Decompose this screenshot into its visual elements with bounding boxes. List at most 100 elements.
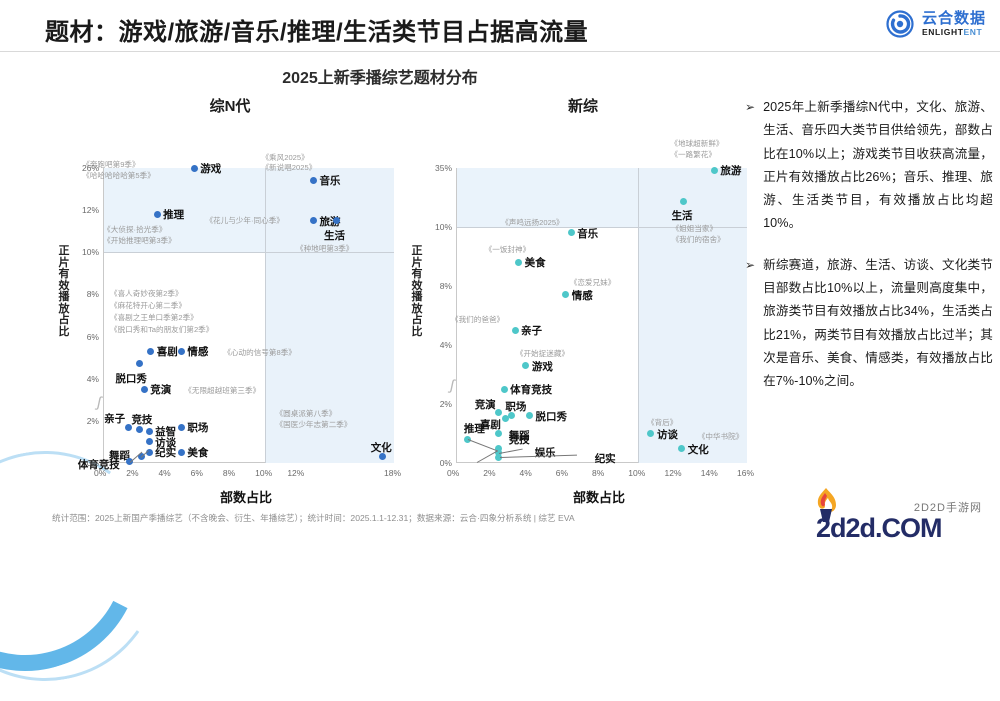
show-annotation: 《开始推理吧第3季》: [103, 236, 176, 246]
data-point: [145, 448, 153, 456]
x-axis-tick: 10%: [628, 468, 646, 478]
show-annotation: 《乘风2025》: [261, 153, 309, 163]
data-point: [332, 217, 340, 225]
show-annotation: 《麻花特开心第二季》: [110, 301, 186, 311]
show-annotation: 《大侦探·拾光季》: [103, 225, 167, 235]
data-point-label: 竞技: [508, 434, 530, 447]
data-point: [495, 444, 503, 452]
torch-icon: [812, 487, 840, 523]
data-point-label: 美食: [187, 447, 209, 460]
show-annotation: 《开始捉迷藏》: [515, 348, 570, 358]
quadrant-upper-left: [457, 168, 639, 227]
x-axis-tick: 18%: [384, 468, 402, 478]
data-point: [177, 347, 185, 355]
y-axis-tick: 26%: [81, 163, 99, 173]
x-axis-tick: 12%: [664, 468, 682, 478]
logo-text-cn: 云合数据: [921, 10, 986, 28]
show-annotation: 《喜人奇妙夜第2季》: [110, 289, 183, 299]
data-point: [309, 217, 317, 225]
y-axis-tick: 8%: [439, 281, 452, 291]
quadrant-divider-horizontal: [104, 252, 394, 254]
y-axis-title: 正片有效播放占比: [58, 245, 70, 338]
quadrant-right: [638, 168, 747, 463]
y-axis-tick: 4%: [86, 373, 99, 384]
logo-text-en: ENLIGHTENT: [921, 27, 983, 38]
y-axis-tick: 35%: [434, 163, 452, 173]
watermark-cn: 2D2D手游网: [913, 502, 982, 514]
plot-area: 旅游 《地球超新鲜》 《一路繁花》 生活 《姐姐当家》 《我们的宿舍》 音乐 《声鸣远扬202…: [408, 116, 758, 511]
show-annotation: 《姐姐当家》: [671, 224, 718, 234]
data-point-label: 体育竞技: [510, 384, 553, 397]
show-annotation: 《一路繁花》: [670, 150, 716, 160]
show-annotation: 《中华书院》: [697, 432, 744, 442]
commentary-text: 2025年上新季播综N代中，文化、旅游、生活、音乐四大类节目供给领先，部数占比在…: [763, 100, 993, 231]
data-point-label: 舞蹈: [109, 449, 131, 462]
show-annotation: 《地球超新鲜》: [670, 139, 724, 149]
watermark-url: 2d2d.COM: [816, 513, 943, 543]
plot-canvas: 旅游 《地球超新鲜》 《一路繁花》 生活 《姐姐当家》 《我们的宿舍》 音乐 《声鸣远扬202…: [451, 139, 747, 466]
data-point-label: 职场: [187, 422, 209, 435]
commentary-panel: ➢ 2025年上新季播综N代中，文化、旅游、生活、音乐四大类节目供给领先，部数占…: [745, 96, 993, 412]
data-point-label: 纪实: [155, 447, 177, 460]
show-annotation: 《新说唱2025》: [261, 163, 317, 173]
data-point-label: 竞演: [474, 398, 496, 411]
axis-break-marker: ∫: [95, 393, 103, 412]
leader-line: [467, 439, 498, 452]
data-point-label: 竞演: [150, 384, 172, 397]
data-point-label: 情感: [571, 289, 593, 302]
data-point: [135, 360, 143, 368]
quadrant-divider-horizontal: [457, 227, 747, 228]
data-point-label: 推理: [463, 423, 485, 436]
data-point-label: 喜剧: [479, 418, 501, 431]
data-point: [647, 430, 655, 437]
data-point-label: 音乐: [577, 227, 599, 240]
watermark: 2D2D手游网 2d2d.COM: [796, 485, 986, 547]
y-axis-tick: 10%: [81, 247, 99, 258]
source-footnote: 统计范围：2025上新国产季播综艺（不含晚会、衍生、年播综艺）；统计时间：202…: [52, 513, 575, 523]
y-axis-tick: 8%: [86, 289, 99, 300]
data-point: [562, 291, 570, 299]
y-axis-tick: 4%: [439, 340, 452, 350]
bullet-arrow-icon: ➢: [745, 100, 756, 114]
x-axis-tick: 8%: [592, 468, 605, 478]
data-point: [522, 362, 530, 370]
data-point: [379, 453, 387, 461]
data-point-label: 竞技: [131, 414, 153, 427]
data-point-label: 职场: [505, 400, 527, 413]
brand-logo: 云合数据 ENLIGHTENT: [885, 9, 986, 39]
bullet-arrow-icon: ➢: [745, 257, 756, 272]
x-axis-tick: 4%: [158, 468, 171, 478]
data-point-label: 文化: [687, 444, 709, 457]
data-point-label: 情感: [187, 346, 209, 359]
data-point: [567, 229, 575, 237]
data-point: [145, 438, 153, 446]
chart-panel-title: 新综: [567, 98, 598, 115]
data-point: [135, 425, 143, 433]
data-point-label: 纪实: [594, 453, 616, 466]
enlightent-logo-icon: [885, 9, 915, 39]
data-point: [140, 385, 148, 393]
chart-panel-title: 综N代: [209, 98, 251, 115]
data-point: [147, 347, 155, 355]
show-annotation: 《花儿与少年·同心季》: [205, 215, 284, 225]
show-annotation: 《种地吧第3季》: [296, 243, 354, 253]
show-annotation: 《圆桌派第八季》: [275, 409, 337, 419]
data-point-label: 音乐: [319, 175, 341, 188]
commentary-item: ➢ 2025年上新季播综N代中，文化、旅游、生活、音乐四大类节目供给领先，部数占…: [745, 96, 993, 236]
y-axis-tick: 2%: [86, 415, 99, 426]
data-point-label: 脱口秀: [535, 410, 568, 423]
axis-break-marker: ∫: [448, 376, 456, 395]
x-axis-tick: 6%: [555, 468, 569, 478]
data-point: [464, 435, 472, 443]
y-axis-tick: 10%: [434, 222, 452, 232]
page-title: 题材：游戏/旅游/音乐/推理/生活类节目占据高流量: [45, 19, 589, 46]
data-point: [153, 210, 161, 218]
data-point: [190, 164, 198, 172]
data-point: [710, 166, 718, 174]
x-axis-tick: 4%: [519, 468, 532, 478]
show-annotation: 《我们的爸爸》: [451, 315, 505, 325]
data-point: [511, 326, 519, 334]
data-point: [680, 197, 688, 205]
x-axis-tick: 0%: [447, 468, 460, 478]
data-point: [309, 176, 317, 184]
